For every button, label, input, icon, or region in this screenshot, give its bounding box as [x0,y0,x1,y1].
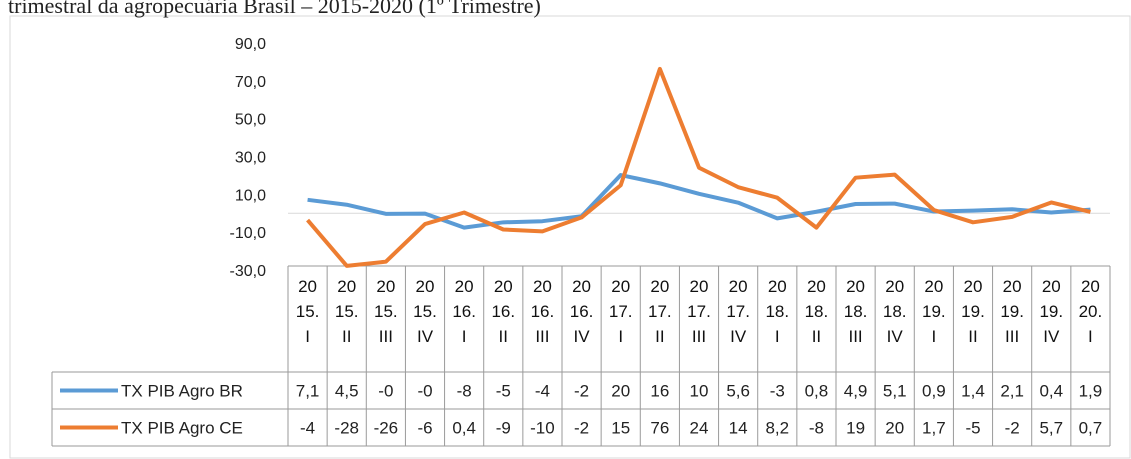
data-label: -5 [496,382,511,401]
y-tick-label: -30,0 [230,263,267,280]
data-label: 10 [690,382,709,401]
data-label: 16 [650,382,669,401]
x-tick-label: 2018.IV [882,277,907,346]
data-label: -8 [457,382,472,401]
x-tick-label: 2015.II [334,277,359,346]
chart-border [9,15,1131,459]
data-label: -10 [530,419,555,438]
data-label: 8,2 [765,419,789,438]
y-tick-label: 50,0 [235,112,266,129]
data-label: -2 [574,382,589,401]
title-bg [0,0,1131,15]
data-label: 24 [690,419,709,438]
data-label: 5,6 [726,382,750,401]
data-label: 1,4 [961,382,985,401]
y-tick-label: 90,0 [235,36,266,53]
data-label: 1,9 [1079,382,1103,401]
data-label: -9 [496,419,511,438]
data-label: 0,4 [452,419,476,438]
x-tick-label: 2016.II [491,277,516,346]
x-tick-label: 2019.IV [1039,277,1064,346]
data-label: 4,9 [844,382,868,401]
y-tick-label: 10,0 [235,187,266,204]
x-tick-label: 2016.I [452,277,476,346]
series-line [306,66,1091,268]
data-label: -0 [417,382,432,401]
y-tick-label: 70,0 [235,74,266,91]
x-tick-label: 2017.III [687,277,711,346]
data-label: 5,7 [1039,419,1063,438]
x-tick-label: 2015.III [374,277,398,346]
data-label: -0 [378,382,393,401]
x-tick-label: 2018.II [804,277,829,346]
data-label: 5,1 [883,382,907,401]
data-label: 4,5 [335,382,359,401]
data-label: -4 [300,419,315,438]
x-tick-label: 2017.II [648,277,672,346]
data-label: 0,7 [1079,419,1103,438]
x-tick-label: 2019.II [961,277,985,346]
data-label: 76 [650,419,669,438]
data-label: -4 [535,382,550,401]
data-label: 1,7 [922,419,946,438]
x-tick-label: 2017.I [608,277,633,346]
data-label: -2 [1005,419,1020,438]
data-label: 20 [885,419,904,438]
data-label: -6 [417,419,432,438]
legend-label: TX PIB Agro CE [121,419,243,438]
y-tick-label: -10,0 [230,225,267,242]
x-tick-label: 2020.I [1078,277,1103,346]
data-label: 7,1 [296,382,320,401]
x-tick-label: 2019.I [922,277,946,346]
data-label: -8 [809,419,824,438]
data-label: -5 [965,419,980,438]
data-label: 15 [611,419,630,438]
data-label: -28 [334,419,359,438]
x-tick-label: 2016.IV [569,277,594,346]
data-label: 19 [846,419,865,438]
x-tick-label: 2019.III [1000,277,1024,346]
x-tick-label: 2015.I [295,277,320,346]
data-label: -3 [770,382,785,401]
y-tick-label: 30,0 [235,150,266,167]
legend-label: TX PIB Agro BR [121,382,243,401]
x-tick-label: 2018.I [765,277,790,346]
data-label: 0,4 [1039,382,1063,401]
x-tick-label: 2016.III [530,277,555,346]
data-label: 14 [729,419,748,438]
data-label: -2 [574,419,589,438]
data-label: -26 [374,419,399,438]
data-label: 20 [611,382,630,401]
x-tick-label: 2015.IV [413,277,437,346]
chart-title: trimestral da agropecuária Brasil – 2015… [8,0,541,18]
x-tick-label: 2017.IV [726,277,750,346]
data-label: 0,8 [805,382,829,401]
data-label: 0,9 [922,382,946,401]
x-tick-label: 2018.III [843,277,868,346]
series-line [307,173,1091,230]
data-label: 2,1 [1000,382,1024,401]
